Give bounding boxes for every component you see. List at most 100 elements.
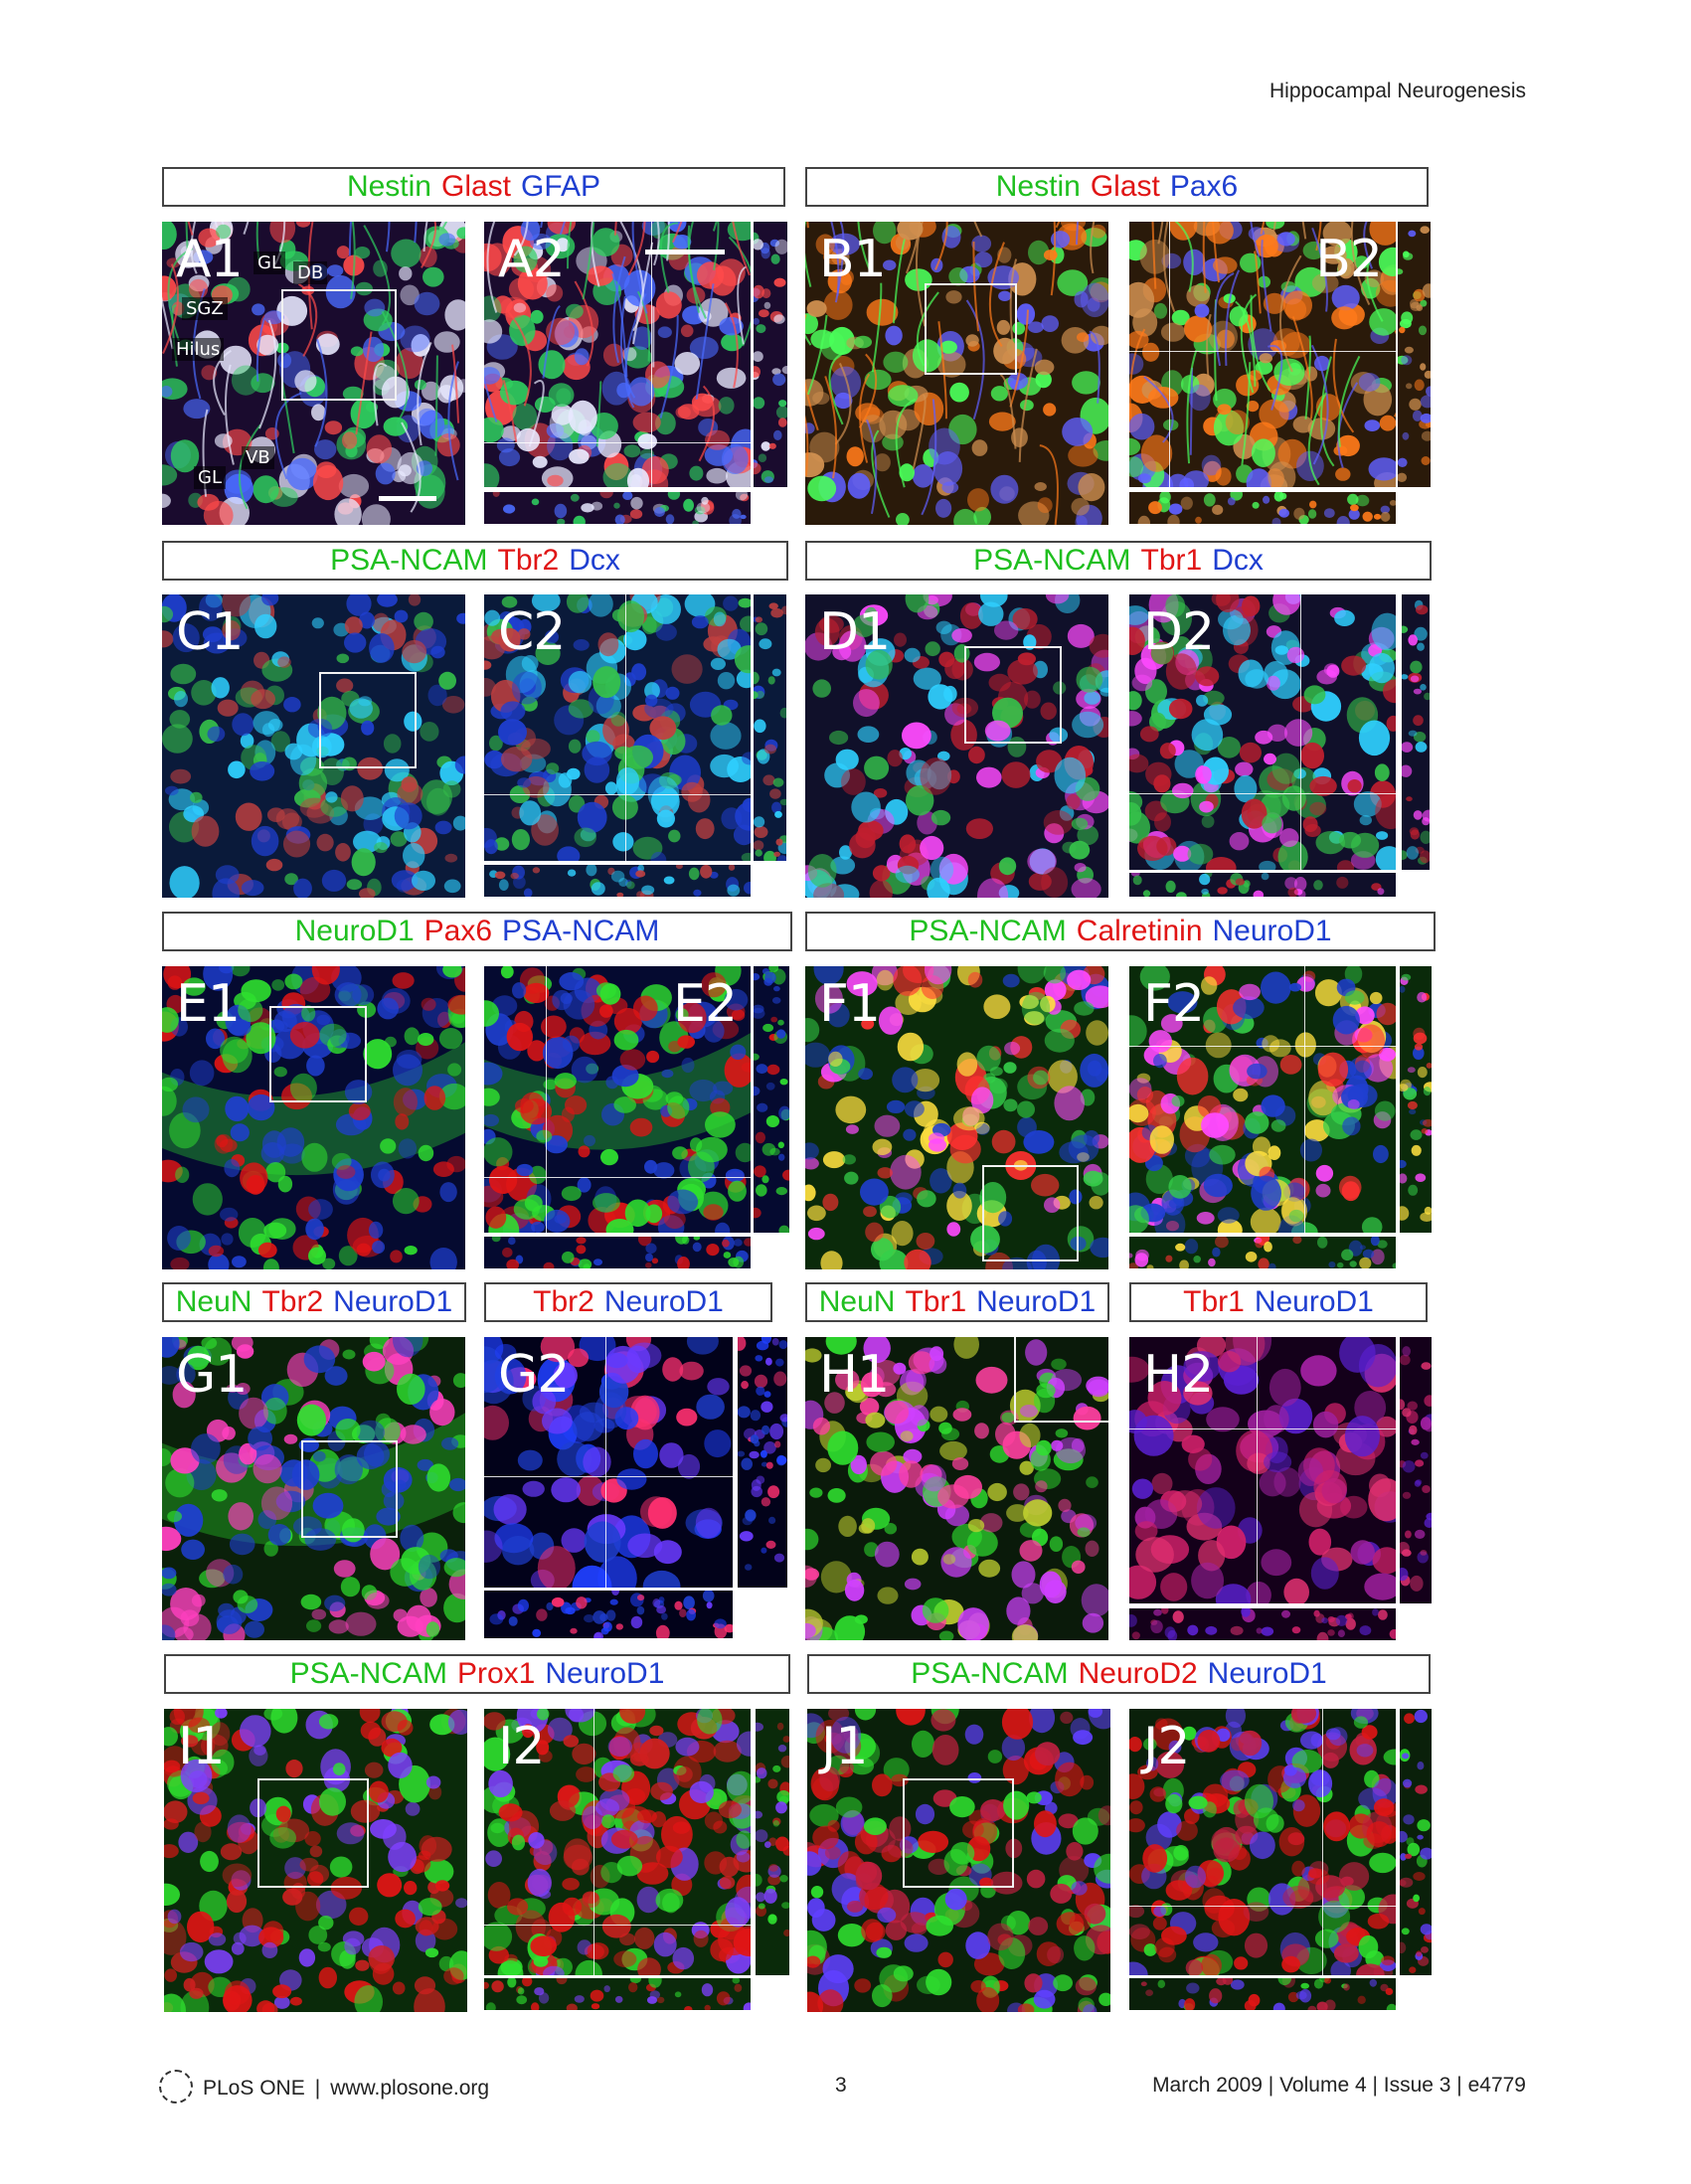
orthogonal-view-xz: [1129, 1978, 1396, 2010]
marker-label: PSA-NCAM: [973, 544, 1131, 577]
scale-bar: [645, 250, 725, 254]
orthogonal-view-yz: [738, 1337, 787, 1588]
orthogonal-view-yz: [1398, 222, 1431, 487]
orthogonal-view-xz: [1129, 1237, 1396, 1268]
marker-label: Tbr1: [1140, 544, 1203, 577]
label-row5-right: PSA-NCAM NeuroD2 NeuroD1: [807, 1654, 1431, 1694]
inset-box: [301, 1440, 398, 1538]
marker-label: Nestin: [995, 170, 1081, 203]
panel-label: G1: [176, 1345, 248, 1405]
crosshair-vertical: [625, 594, 626, 861]
running-header: Hippocampal Neurogenesis: [1269, 80, 1526, 102]
crosshair-vertical: [1257, 1337, 1258, 1603]
panel-label: F1: [819, 974, 881, 1034]
marker-label: NeuN: [175, 1285, 253, 1318]
marker-label: NeuroD1: [1207, 1657, 1327, 1690]
crosshair-horizontal: [1129, 351, 1396, 352]
scale-bar: [379, 496, 436, 501]
marker-label: PSA-NCAM: [909, 915, 1067, 947]
orthogonal-view-xz: [484, 1978, 751, 2010]
orthogonal-view-xz: [1129, 492, 1396, 524]
a1-annotation-vb: VB: [242, 446, 274, 469]
micrograph-panel-c2: C2: [484, 594, 751, 861]
marker-label: Tbr2: [533, 1285, 594, 1318]
marker-label: NeuroD1: [294, 915, 415, 947]
panel-label: G2: [498, 1345, 570, 1405]
micrograph-panel-a1: A1 GL DB SGZ Hilus VB GL: [162, 222, 465, 525]
orthogonal-view-xz: [484, 1591, 733, 1638]
inset-box: [982, 1165, 1079, 1261]
label-g1: NeuN Tbr2 NeuroD1: [162, 1282, 466, 1322]
marker-label: PSA-NCAM: [911, 1657, 1069, 1690]
panel-label: A2: [498, 230, 566, 289]
label-row5-left: PSA-NCAM Prox1 NeuroD1: [164, 1654, 790, 1694]
crosshair-vertical: [605, 1337, 606, 1588]
marker-label: Tbr1: [905, 1285, 967, 1318]
marker-label: PSA-NCAM: [289, 1657, 447, 1690]
inset-box: [257, 1778, 369, 1888]
journal-name: PLoS ONE: [203, 2077, 305, 2100]
crosshair-vertical: [651, 222, 652, 487]
orthogonal-view-yz: [754, 594, 786, 861]
crosshair-vertical: [1322, 1709, 1323, 1975]
panel-label: H1: [819, 1345, 890, 1405]
inset-box: [1014, 1337, 1108, 1423]
orthogonal-view-xz: [484, 1237, 751, 1268]
micrograph-panel-d2: D2: [1129, 594, 1396, 870]
crosshair-horizontal: [1129, 1046, 1396, 1047]
a1-annotation-hilus: Hilus: [172, 338, 225, 361]
journal-url[interactable]: www.plosone.org: [330, 2077, 490, 2100]
crosshair-vertical: [1169, 222, 1170, 487]
label-row3-right: PSA-NCAM Calretinin NeuroD1: [805, 912, 1436, 951]
panel-label: E2: [673, 974, 738, 1034]
panel-label: F2: [1143, 974, 1205, 1034]
orthogonal-view-xz: [484, 865, 751, 897]
a1-annotation-gl-top: GL: [254, 252, 285, 274]
a1-annotation-db: DB: [293, 261, 328, 284]
label-row2-right: PSA-NCAM Tbr1 Dcx: [805, 541, 1432, 581]
orthogonal-view-yz: [756, 1709, 789, 1975]
micrograph-panel-d1: D1: [805, 594, 1108, 898]
label-row1-left: Nestin Glast GFAP: [162, 167, 785, 207]
orthogonal-view-yz: [1400, 1337, 1432, 1603]
micrograph-panel-h1: H1: [805, 1337, 1108, 1640]
marker-label: Dcx: [569, 544, 620, 577]
crosshair-horizontal: [1129, 1428, 1396, 1429]
panel-label: J2: [1143, 1717, 1190, 1776]
panel-label: A1: [176, 230, 244, 289]
micrograph-panel-h2: H2: [1129, 1337, 1396, 1603]
marker-label: NeuroD1: [603, 1285, 724, 1318]
label-row3-left: NeuroD1 Pax6 PSA-NCAM: [162, 912, 792, 951]
micrograph-panel-f2: F2: [1129, 966, 1396, 1233]
orthogonal-view-xz: [1129, 873, 1396, 897]
marker-label: NeuroD1: [1254, 1285, 1374, 1318]
label-h1: NeuN Tbr1 NeuroD1: [805, 1282, 1109, 1322]
citation: March 2009 | Volume 4 | Issue 3 | e4779: [1152, 2074, 1526, 2097]
micrograph-panel-f1: F1: [805, 966, 1108, 1269]
marker-label: NeuroD2: [1078, 1657, 1198, 1690]
crosshair-horizontal: [484, 442, 751, 443]
panel-label: I1: [178, 1717, 225, 1776]
orthogonal-view-yz: [1400, 1709, 1432, 1975]
micrograph-panel-b1: B1: [805, 222, 1108, 525]
marker-label: Tbr2: [497, 544, 560, 577]
inset-box: [925, 283, 1017, 375]
orthogonal-view-yz: [1400, 966, 1432, 1233]
panel-label: B2: [1315, 230, 1383, 289]
micrograph-panel-e2: E2: [484, 966, 751, 1233]
marker-label: GFAP: [521, 170, 601, 203]
inset-box: [964, 646, 1062, 744]
panel-label: H2: [1143, 1345, 1214, 1405]
label-row2-left: PSA-NCAM Tbr2 Dcx: [162, 541, 788, 581]
crosshair-horizontal: [484, 1177, 751, 1178]
marker-label: Dcx: [1212, 544, 1264, 577]
page-number: 3: [835, 2074, 847, 2097]
crosshair-vertical: [1300, 594, 1301, 870]
micrograph-panel-c1: C1: [162, 594, 465, 898]
panel-label: D2: [1143, 602, 1215, 662]
micrograph-panel-i2: I2: [484, 1709, 751, 1975]
crosshair-vertical: [593, 1709, 594, 1975]
micrograph-panel-j1: J1: [807, 1709, 1110, 2012]
inset-box: [269, 1006, 367, 1102]
marker-label: Glast: [1090, 170, 1160, 203]
